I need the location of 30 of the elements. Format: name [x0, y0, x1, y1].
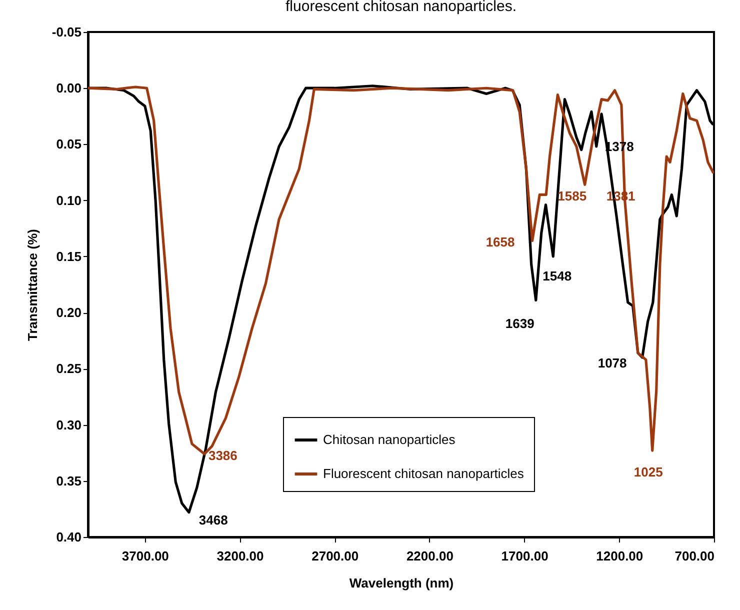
y-tick-label: 0.40: [56, 530, 82, 544]
annotation: 1658: [486, 234, 515, 250]
chart-title: fluorescent chitosan nanoparticles.: [286, 0, 516, 15]
x-tick-label: 1700.00: [501, 548, 548, 564]
x-tick-label: 2200.00: [406, 548, 454, 564]
y-tick-label: 0.20: [56, 305, 82, 320]
x-tick-label: 3200.00: [216, 548, 264, 564]
y-tick-label: 0.10: [56, 192, 82, 208]
annotation: 1548: [542, 268, 572, 284]
annotation: 3468: [198, 512, 228, 528]
x-tick-label: 1200.00: [596, 548, 644, 564]
legend-label: Fluorescent chitosan nanoparticles: [323, 466, 524, 481]
y-tick-label: 0.30: [56, 417, 82, 432]
x-tick-label: 700.00: [674, 548, 714, 564]
y-tick-label: -0.05: [52, 24, 82, 40]
annotation: 1078: [598, 355, 627, 370]
y-axis-title: Transmittance (%): [24, 229, 40, 341]
y-tick-label: 0.05: [56, 136, 82, 152]
y-tick-label: 0.15: [56, 248, 82, 264]
y-tick-label: 0.35: [56, 473, 82, 488]
legend-label: Chitosan nanoparticles: [323, 432, 456, 447]
annotation: 3386: [208, 448, 238, 463]
annotation: 1585: [558, 188, 587, 204]
x-tick-label: 2700.00: [312, 548, 359, 564]
annotation: 1639: [505, 316, 534, 332]
x-tick-label: 3700.00: [122, 548, 169, 564]
y-tick-label: 0.25: [56, 361, 82, 376]
annotation: 1025: [634, 464, 663, 480]
y-tick-label: 0.00: [56, 80, 82, 96]
x-axis-title: Wavelength (nm): [349, 576, 454, 590]
